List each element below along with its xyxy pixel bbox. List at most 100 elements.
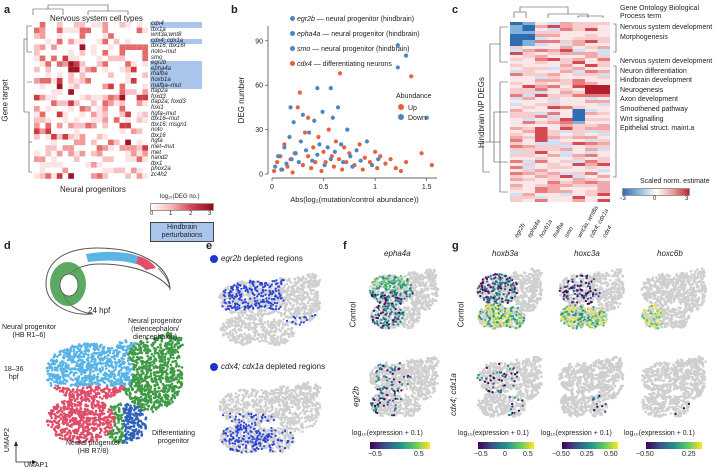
heatmap-a-row-label: tbx1 [151,160,163,167]
heatmap-a-cell [68,78,74,84]
heatmap-c-cell [560,166,573,170]
umap-cell [130,343,133,346]
umap-cell [79,441,83,445]
umap-cell [117,421,120,424]
umap-cell [91,363,95,367]
heatmap-a-cell [113,139,120,146]
umap-cell-highlight [236,308,239,311]
heatmap-c-cell [535,169,548,173]
umap-cell-highlight [270,302,273,305]
umap-cell [160,367,163,371]
umap-cell [51,366,54,370]
umap-cell [74,345,78,349]
umap-cell [136,420,140,424]
heatmap-a-cell [45,78,52,84]
umap-cell [90,357,94,361]
umap-cell [284,309,287,312]
umap-cell [145,375,149,379]
scatter-point-down [350,164,355,169]
umap-cell [119,341,122,345]
umap-cell-highlight [264,281,267,285]
umap-cell [133,433,136,436]
umap-cell [164,386,168,390]
umap-cell [307,311,310,315]
heatmap-c-cell [535,22,548,26]
umap-cell [72,418,76,422]
umap-cell [133,406,137,410]
umap-cell [312,296,316,299]
umap-cell [165,334,169,337]
umap-cell [152,346,156,350]
umap-cell [289,281,293,285]
annotation-gene: epha4a [297,31,321,38]
heatmap-a-cell [108,72,114,78]
umap-cell [92,361,96,364]
umap-cell [260,319,263,322]
umap-cell [112,349,115,353]
umap-cell-highlight [278,285,281,288]
umap-cell-highlight [298,316,302,320]
umap-cell [273,333,276,337]
umap-cell [302,297,305,301]
umap-cell-highlight [254,286,257,289]
umap-cell [75,377,78,380]
heatmap-a-cell [45,162,52,168]
umap-cell [151,344,154,348]
umap-cell [283,341,286,345]
umap-cell [129,404,132,408]
heatmap-c-cell [535,163,548,167]
umap-cell [282,324,285,327]
heatmap-a-cell [39,128,46,134]
umap-cell [110,429,114,433]
umap-cell [237,318,240,321]
umap-cell [177,378,180,382]
umap-cell [290,297,294,301]
umap-cell [128,370,131,373]
umap-cell [132,356,135,359]
scatter-point-down [317,142,322,147]
heatmap-a-cell [119,122,126,129]
heatmap-c-cell [510,82,523,86]
heatmap-a-row-label: noto [151,127,163,134]
heatmap-c-cell [510,127,523,131]
umap-cell [289,301,292,305]
heatmap-c-cell [597,157,610,161]
umap-cell [316,298,319,302]
heatmap-c-cell [560,52,573,56]
heatmap-a-cell [45,145,52,151]
umap-cell [94,419,98,422]
umap-cell [100,350,103,354]
heatmap-c-cell [560,67,573,71]
go-term: Neurogenesis [620,86,664,94]
umap-cell [125,432,128,436]
umap-cell [318,406,322,409]
umap-cell-highlight [268,292,272,296]
umap-cell-highlight [234,304,237,307]
heatmap-a-cell [79,78,86,84]
umap-cell-highlight [256,306,260,309]
heatmap-c-cell [510,124,523,128]
umap-cell [270,335,274,339]
umap-cell [97,415,101,419]
umap-cell-highlight [269,304,272,308]
umap-cell [175,390,179,394]
go-term: Epithelial struct. maint.a [620,125,695,133]
panel-a-legend-tick-1: 1 [169,211,173,217]
heatmap-a-cell [68,83,74,90]
umap-cell [139,350,142,354]
heatmap-c-cell [522,85,536,89]
heatmap-c-cell [547,130,561,134]
umap-cell [299,287,303,291]
umap-cell [287,316,290,319]
heatmap-a-cell [45,106,52,112]
umap-cell [106,430,109,434]
heatmap-c-column-label: egr2b [514,222,528,239]
umap-cell [52,373,55,376]
umap-cell [95,344,99,348]
heatmap-a-cell [125,61,131,67]
heatmap-a-cell [68,72,74,78]
heatmap-a-cell [130,167,137,174]
heatmap-a-cell [102,66,109,73]
umap-cell [226,321,230,325]
umap-cell-highlight [228,301,231,304]
